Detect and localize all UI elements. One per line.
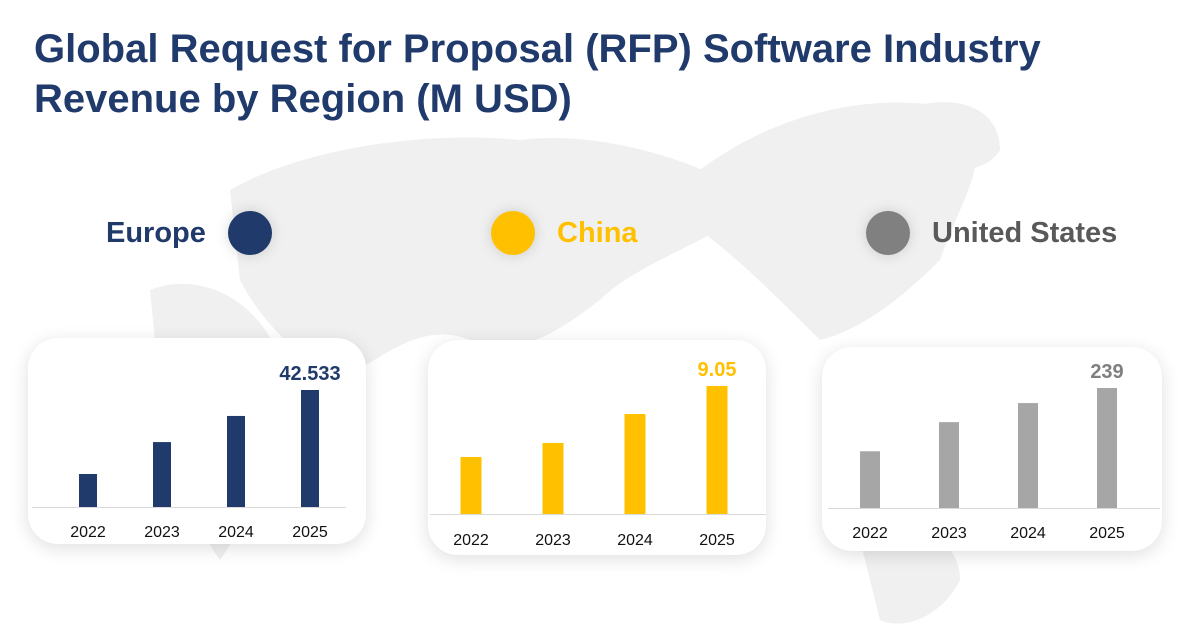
bar-2025 [706,386,728,514]
x-tick-label: 2022 [70,524,106,541]
bar-2022 [860,451,880,508]
legend-label-europe: Europe [106,216,206,249]
legend-united-states: United States [866,210,1117,256]
bar-2024 [227,415,245,507]
bar-2022 [460,457,482,514]
data-label: 239 [1090,361,1123,383]
x-tick-label: 2023 [931,525,967,542]
x-tick-label: 2025 [1089,525,1125,542]
x-tick-label: 2024 [617,532,653,549]
bar-chart: 2022 2023 2024 2025 42.533 [32,363,346,541]
data-label: 9.05 [698,359,737,381]
bar-2022 [79,473,97,507]
united-states-chart-card: 2022 2023 2024 2025 239 [822,347,1162,551]
europe-dot-icon [227,211,272,255]
china-dot-icon [491,211,535,255]
bar-2024 [624,414,646,514]
x-tick-label: 2025 [292,524,328,541]
legend-label-united-states: United States [932,216,1118,249]
bar-2025 [1097,388,1117,508]
china-chart-card: 2022 2023 2024 2025 9.05 [428,340,766,555]
legend-europe: Europe [106,210,272,256]
x-tick-label: 2025 [699,532,735,549]
legend-china: China [491,210,638,256]
bar-2023 [542,442,564,514]
x-tick-label: 2024 [218,524,254,541]
bar-chart: 2022 2023 2024 2025 239 [828,361,1160,542]
legend-label-china: China [557,216,638,249]
x-tick-label: 2023 [535,532,571,549]
bar-chart: 2022 2023 2024 2025 9.05 [430,359,766,549]
x-tick-label: 2022 [852,525,888,542]
united-states-dot-icon [866,211,910,255]
bar-2025 [301,390,319,507]
x-tick-label: 2022 [453,532,489,549]
x-tick-label: 2024 [1010,525,1046,542]
page-title: Global Request for Proposal (RFP) Softwa… [34,27,1041,121]
bar-2023 [939,422,959,508]
bar-2024 [1018,403,1038,508]
europe-chart-card: 2022 2023 2024 2025 42.533 [28,338,366,544]
x-tick-label: 2023 [144,524,180,541]
data-label: 42.533 [279,363,340,385]
bar-2023 [153,442,171,507]
